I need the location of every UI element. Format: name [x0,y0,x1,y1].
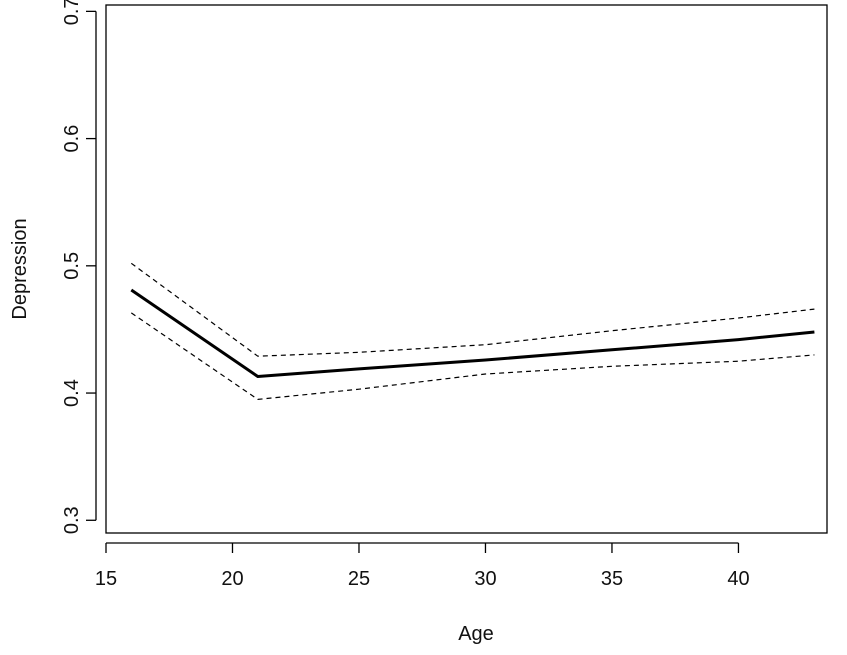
y-tick-label: 0.4 [61,379,83,407]
series-layer [130,262,815,400]
x-tick-label: 25 [348,568,370,590]
x-tick-label: 35 [601,568,623,590]
x-tick-label: 20 [221,568,243,590]
plot-frame [105,4,828,534]
x-tick-label: 15 [95,568,117,590]
y-tick-label: 0.7 [61,0,83,25]
x-axis-title: Age [458,623,494,645]
upper-bound-line [130,262,815,357]
lower-bound-line [130,312,815,400]
y-axis-title: Depression [9,218,31,319]
y-axis: 0.3 0.4 0.5 0.6 0.7 [61,0,97,534]
y-tick-label: 0.5 [61,252,83,280]
estimate-line [130,288,815,378]
x-tick-label: 30 [474,568,496,590]
y-tick-label: 0.3 [61,506,83,534]
y-tick-label: 0.6 [61,125,83,153]
x-tick-label: 40 [727,568,749,590]
x-axis: 15 20 25 30 35 40 [95,542,750,590]
